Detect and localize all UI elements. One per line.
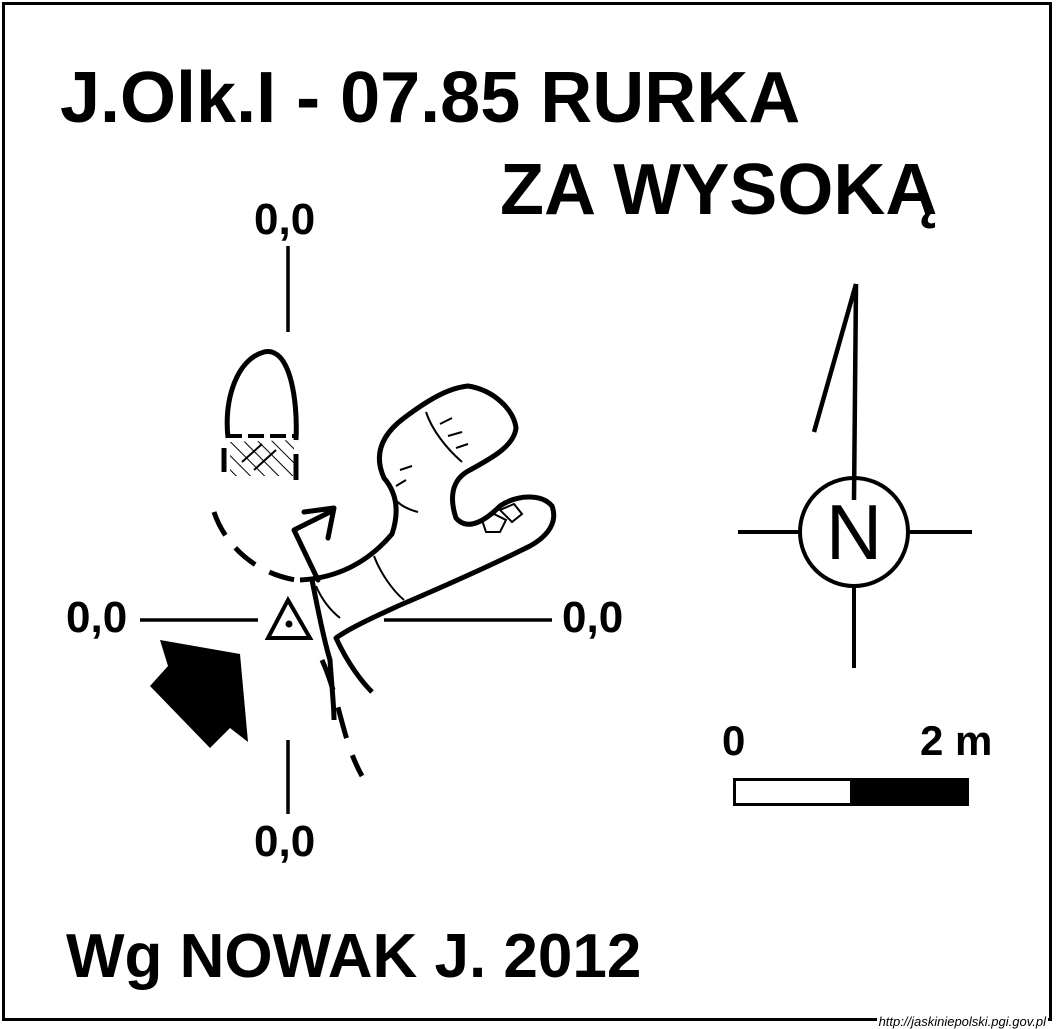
coordinate-left: 0,0: [66, 593, 128, 642]
survey-point-triangle-icon: [264, 595, 314, 640]
scale-start-label: 0: [722, 717, 746, 764]
coordinate-bottom: 0,0: [254, 817, 316, 866]
scale-bar: [733, 778, 969, 806]
cave-passage: [299, 383, 557, 721]
cave-title-line1: J.Olk.I - 07.85 RURKA: [60, 58, 801, 138]
coordinate-right: 0,0: [562, 593, 624, 642]
entrance-arrow-icon: [150, 640, 248, 748]
source-url[interactable]: http://jaskiniepolski.pgi.gov.pl: [876, 1014, 1048, 1029]
exit-arrow-icon: [291, 505, 337, 583]
scale-bar-filled-segment: [850, 781, 966, 803]
scale-end-label: 2 m: [920, 717, 993, 764]
coordinate-top: 0,0: [254, 195, 316, 244]
passage-detail-marks: [241, 417, 524, 533]
compass-north-label: N: [825, 488, 883, 576]
entrance-dashed-curve: [211, 511, 365, 778]
cave-title-line2: ZA WYSOKĄ: [500, 150, 938, 230]
author-credit: Wg NOWAK J. 2012: [66, 922, 642, 991]
coordinate-axes: [140, 246, 552, 814]
north-arrow-icon: [738, 283, 972, 668]
upper-chamber: [221, 349, 299, 480]
